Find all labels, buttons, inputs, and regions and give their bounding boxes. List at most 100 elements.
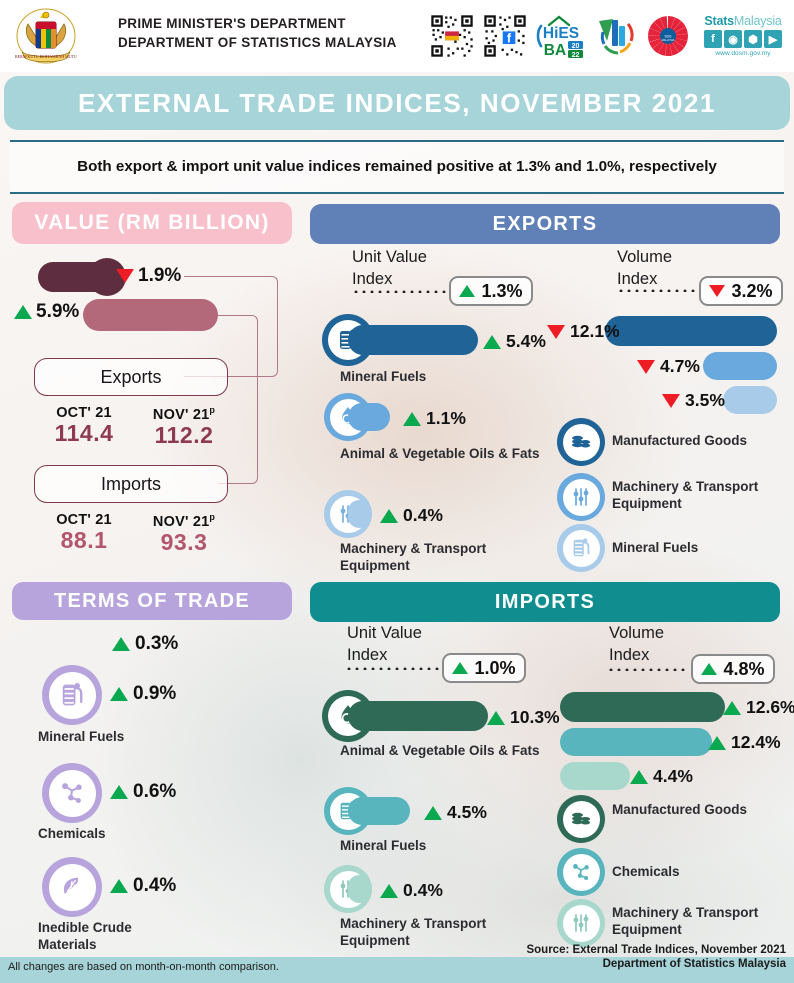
imports-volume-index-label: Volume Index <box>609 622 664 666</box>
up-arrow-icon <box>110 879 128 893</box>
exports-uvi-bar-oils-fats <box>348 403 390 431</box>
statsmalaysia-logo: StatsMalaysia f ◉ ⬢ ▶ www.dosm.gov.my <box>698 10 788 62</box>
svg-text:22: 22 <box>572 52 580 59</box>
exports-vol-legend-icon-mineral-fuels <box>557 524 605 572</box>
pct-text: 0.3% <box>135 633 179 654</box>
website-url[interactable]: www.dosm.gov.my <box>715 50 771 57</box>
pct-text: 4.7% <box>660 356 700 376</box>
pct-text: 12.6% <box>746 697 794 717</box>
mydata-chart-logo-icon <box>599 19 634 55</box>
pct-text: 4.5% <box>447 802 487 822</box>
social-icons[interactable]: f ◉ ⬢ ▶ <box>704 30 782 48</box>
value-bar-imports <box>83 299 218 331</box>
value-month-value: 88.1 <box>60 527 108 553</box>
instagram-icon[interactable]: ◉ <box>724 30 742 48</box>
up-arrow-icon <box>380 883 398 898</box>
exports-volume-headline: 3.2% <box>699 276 783 306</box>
idx-line2: Index <box>617 270 658 288</box>
up-arrow-icon <box>380 508 398 523</box>
imports-vol-legend-machinery: Machinery & Transport Equipment <box>612 905 759 937</box>
exports-vol-bar-machinery <box>703 352 777 380</box>
exports-vol-pct-mineral-fuels: 3.5% <box>662 390 725 411</box>
svg-text:HiES: HiES <box>543 25 579 42</box>
imports-vol-bar-machinery <box>560 762 630 790</box>
up-arrow-icon <box>459 285 476 297</box>
dept-line-1: PRIME MINISTER'S DEPARTMENT <box>118 16 346 31</box>
subtitle-banner: Both export & import unit value indices … <box>10 140 784 194</box>
up-arrow-icon <box>424 805 442 820</box>
value-month-value: 112.2 <box>154 421 214 448</box>
exports-vol-pct-machinery: 4.7% <box>637 356 700 377</box>
value-panel-title: VALUE (RM BILLION) <box>34 211 270 234</box>
up-arrow-icon <box>487 710 505 725</box>
imports-vol-bar-chemicals <box>560 728 712 756</box>
chemicals-icon <box>62 783 82 804</box>
imports-vol-pct-machinery: 4.4% <box>630 766 693 787</box>
down-arrow-icon <box>637 359 655 374</box>
pct-text: 4.4% <box>653 766 693 786</box>
up-arrow-icon <box>110 687 128 701</box>
idx-line2: Index <box>609 646 650 664</box>
malaysia-crest-icon: BERSEKUTU BERTAMBAH MUTU <box>15 8 77 64</box>
machinery-icon <box>573 488 589 506</box>
qr-code-facebook-icon[interactable]: f <box>482 13 528 59</box>
tot-pct-chemicals: 0.6% <box>110 781 176 803</box>
pct-text: 12.1% <box>570 321 620 341</box>
exports-vol-pct-manufactured-goods: 12.1% <box>547 321 620 342</box>
youtube-icon[interactable]: ▶ <box>764 30 782 48</box>
machinery-icon <box>573 914 589 932</box>
tot-pct-crude-materials: 0.4% <box>110 875 176 897</box>
exports-uvi-pct-machinery: 0.4% <box>380 505 443 526</box>
imports-unit-value-headline-text: 1.0% <box>474 657 516 678</box>
page-title: EXTERNAL TRADE INDICES, NOVEMBER 2021 <box>77 87 717 118</box>
svg-text:SDG: SDG <box>665 35 672 39</box>
down-arrow-icon <box>662 393 680 408</box>
tot-name-crude-materials: Inedible Crude Materials <box>38 920 132 952</box>
hies-ba-2022-logo-icon: HiES BA 20 22 <box>536 15 583 59</box>
terms-of-trade-headline: 0.3% <box>112 633 178 655</box>
department-name: PRIME MINISTER'S DEPARTMENT DEPARTMENT O… <box>118 14 397 52</box>
idx-line1: Volume <box>617 248 673 266</box>
value-month-col: NOV' 21p 93.3 <box>134 512 234 556</box>
tot-pct-mineral-fuels: 0.9% <box>110 683 176 705</box>
subtitle-text: Both export & import unit value indices … <box>77 158 717 175</box>
imports-volume-leader <box>607 668 689 671</box>
facebook-icon[interactable]: f <box>704 30 722 48</box>
up-arrow-icon <box>452 662 469 674</box>
value-month-col: OCT' 21 88.1 <box>34 512 134 556</box>
pct-text: 0.4% <box>403 505 443 525</box>
svg-text:f: f <box>507 31 512 45</box>
exports-unit-value-leader <box>352 290 450 293</box>
tot-icon-chemicals <box>42 763 102 823</box>
value-category-exports[interactable]: Exports <box>34 358 228 396</box>
imports-vol-legend-icon-chemicals <box>557 848 605 896</box>
imports-unit-value-headline: 1.0% <box>442 653 526 683</box>
value-category-imports-label: Imports <box>100 473 161 494</box>
twitter-icon[interactable]: ⬢ <box>744 30 762 48</box>
tot-name-mineral-fuels: Mineral Fuels <box>38 729 125 744</box>
imports-uvi-pct-oils-fats: 10.3% <box>487 707 560 728</box>
sdg-wheel-icon: SDG MALAYSIA <box>646 14 689 58</box>
connector-imports <box>218 315 258 484</box>
value-month-period: NOV' 21p <box>152 512 216 530</box>
exports-vol-legend-manufactured-goods: Manufactured Goods <box>612 433 748 448</box>
imports-uvi-bar-mineral-fuels <box>348 797 410 825</box>
exports-volume-index-label: Volume Index <box>617 246 672 290</box>
value-category-imports[interactable]: Imports <box>34 465 228 503</box>
svg-text:MALAYSIA: MALAYSIA <box>662 38 675 42</box>
qr-code-website-icon[interactable] <box>429 13 475 59</box>
mineral-fuels-icon <box>62 683 83 706</box>
idx-line1: Unit Value <box>347 624 422 642</box>
mineral-fuels-icon <box>573 538 590 557</box>
imports-panel-header: IMPORTS <box>310 582 780 622</box>
exports-unit-value-headline: 1.3% <box>449 276 533 306</box>
value-month-period: NOV' 21p <box>152 405 216 423</box>
stats-light: Malaysia <box>733 14 782 28</box>
imports-uvi-pct-mineral-fuels: 4.5% <box>424 802 487 823</box>
value-change-exports: 1.9% <box>116 265 181 287</box>
up-arrow-icon <box>110 785 128 799</box>
value-change-imports: 5.9% <box>14 301 79 323</box>
value-month-value: 114.4 <box>54 420 114 446</box>
footer-source: Source: External Trade Indices, November… <box>526 943 786 971</box>
imports-uvi-name-mineral-fuels: Mineral Fuels <box>340 838 427 853</box>
